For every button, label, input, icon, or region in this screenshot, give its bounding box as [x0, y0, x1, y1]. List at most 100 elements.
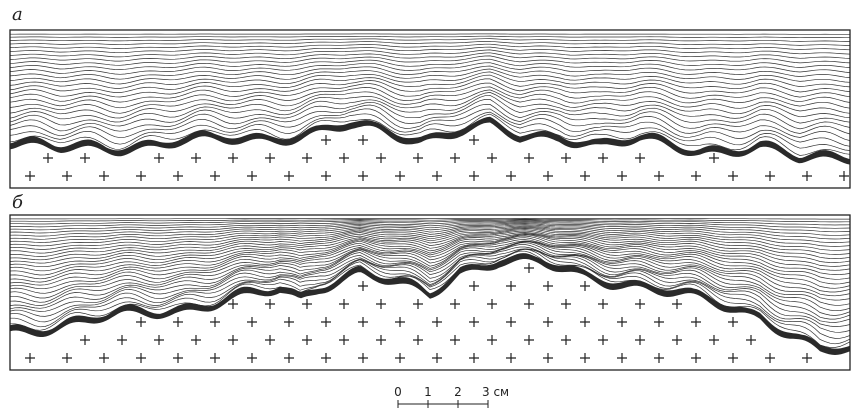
cross [839, 171, 849, 181]
cross [450, 299, 460, 309]
cross [321, 171, 331, 181]
cross [210, 171, 220, 181]
lamina [9, 82, 851, 109]
cross [191, 335, 201, 345]
cross [691, 171, 701, 181]
lamina [9, 234, 851, 285]
cross [450, 335, 460, 345]
lamina [9, 248, 851, 339]
lamina [9, 232, 851, 271]
cross [210, 353, 220, 363]
lamina [9, 235, 851, 289]
cross [358, 353, 368, 363]
cross [339, 299, 349, 309]
cross [728, 317, 738, 327]
lamina [9, 94, 851, 130]
cross [561, 299, 571, 309]
lamina [10, 218, 850, 223]
cross [358, 171, 368, 181]
lamina [9, 62, 851, 78]
cross [191, 153, 201, 163]
cross [358, 281, 368, 291]
cross [247, 353, 257, 363]
cross [136, 171, 146, 181]
cross [580, 171, 590, 181]
cross [561, 335, 571, 345]
panel-a [9, 29, 851, 189]
lamina [9, 111, 851, 151]
cross [543, 317, 553, 327]
lamina [9, 223, 851, 240]
cross [228, 153, 238, 163]
scale-label: 1 [424, 385, 432, 399]
cross [506, 353, 516, 363]
cross [802, 171, 812, 181]
cross [210, 317, 220, 327]
cross [432, 353, 442, 363]
lamina [9, 239, 851, 297]
cross [173, 353, 183, 363]
cross [413, 299, 423, 309]
lamina [9, 230, 851, 267]
cross [635, 335, 645, 345]
cross [654, 171, 664, 181]
cross [617, 317, 627, 327]
cross [321, 317, 331, 327]
lamina [9, 71, 851, 93]
lamina [9, 43, 851, 51]
cross [154, 335, 164, 345]
cross [358, 135, 368, 145]
cross [62, 171, 72, 181]
cross [284, 171, 294, 181]
lamina [9, 233, 851, 280]
cross [136, 353, 146, 363]
lamina [9, 237, 851, 293]
cross [728, 353, 738, 363]
lamina [9, 58, 851, 73]
cross [117, 335, 127, 345]
cross [802, 353, 812, 363]
cross [136, 317, 146, 327]
lamina [10, 248, 851, 345]
cross [395, 317, 405, 327]
cross [506, 171, 516, 181]
lamina [9, 74, 851, 98]
lamina [9, 241, 851, 306]
cross [284, 317, 294, 327]
cross [413, 335, 423, 345]
lamina [9, 228, 851, 259]
cross [395, 171, 405, 181]
lamina [9, 103, 851, 141]
cross [265, 299, 275, 309]
lamina [9, 244, 851, 320]
lamina [9, 227, 851, 255]
lamina [9, 233, 851, 275]
lamina [9, 49, 851, 59]
cross [580, 317, 590, 327]
cross [635, 299, 645, 309]
cross [247, 171, 257, 181]
lamina [10, 242, 851, 316]
scale-label: 0 [394, 385, 402, 399]
lamina [9, 248, 851, 327]
lamina [10, 219, 851, 226]
cross [543, 281, 553, 291]
lamina [9, 248, 851, 333]
cross [25, 171, 35, 181]
lamina [9, 46, 851, 55]
cross [635, 153, 645, 163]
cross [746, 335, 756, 345]
cross [543, 353, 553, 363]
scale-bar: 0 1 2 3 см [394, 385, 509, 408]
lamina [9, 226, 851, 251]
cross [617, 171, 627, 181]
cross [321, 135, 331, 145]
lamina [9, 65, 851, 83]
cross [598, 299, 608, 309]
cross [524, 263, 534, 273]
cross [173, 171, 183, 181]
cross [339, 153, 349, 163]
cross [321, 353, 331, 363]
cross [506, 317, 516, 327]
cross [580, 281, 590, 291]
